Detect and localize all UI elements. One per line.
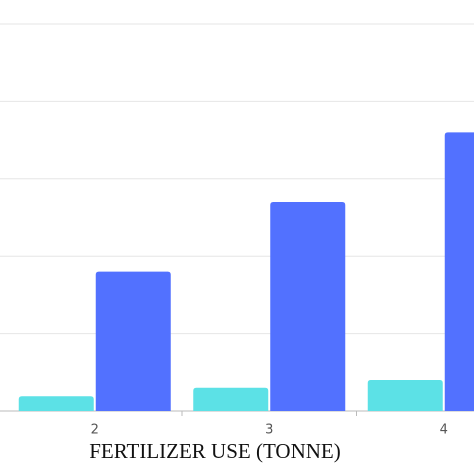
bar	[270, 202, 346, 411]
bar	[95, 271, 171, 411]
bar	[18, 396, 94, 411]
bar	[444, 132, 474, 411]
x-axis-title: FERTILIZER USE (TONNE)	[89, 439, 341, 463]
x-tick-label: 3	[265, 423, 273, 438]
x-tick-label: 4	[440, 423, 448, 438]
bar	[367, 380, 443, 411]
bar	[193, 387, 269, 411]
x-tick-label: 2	[91, 423, 99, 438]
